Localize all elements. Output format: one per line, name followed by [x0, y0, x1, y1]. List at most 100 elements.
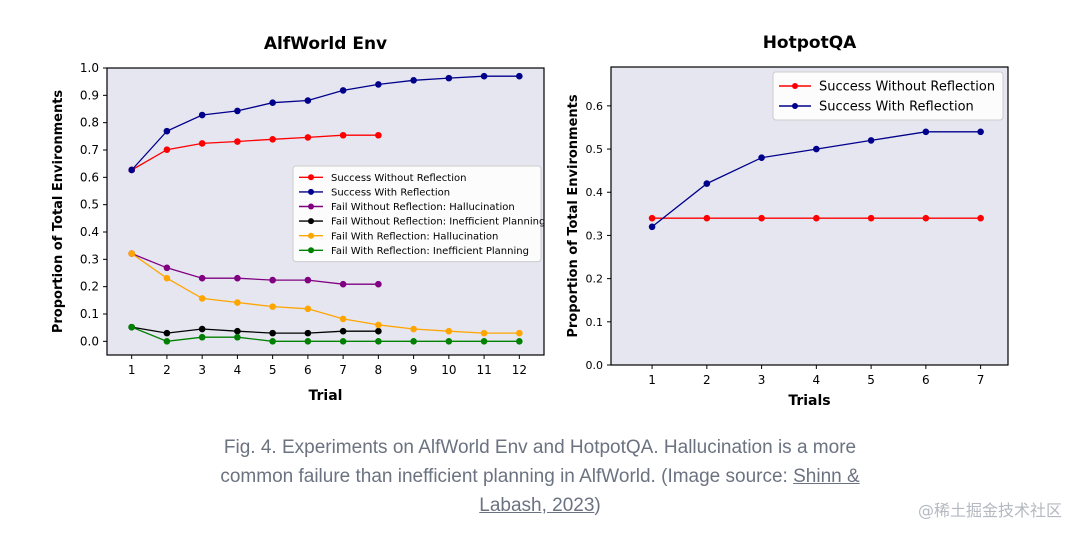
x-tick-label: 6	[922, 373, 930, 387]
data-point	[375, 280, 382, 288]
legend-marker	[308, 232, 314, 239]
data-point	[648, 214, 656, 222]
source-link-continued[interactable]: Labash, 2023	[479, 495, 595, 516]
legend-label: Fail With Reflection: Hallucination	[331, 231, 498, 242]
legend-label: Fail Without Reflection: Inefficient Pla…	[331, 217, 545, 228]
x-tick-label: 3	[198, 363, 206, 377]
y-tick-label: 0.9	[80, 88, 99, 102]
data-point	[269, 99, 276, 107]
data-point	[198, 325, 206, 333]
series-line	[131, 326, 379, 334]
data-point	[480, 338, 488, 345]
data-point	[269, 303, 276, 310]
y-tick-label: 0.0	[586, 359, 604, 372]
y-axis-label: Proportion of Total Environments	[566, 94, 581, 338]
x-tick-label: 11	[476, 363, 491, 377]
data-point	[867, 214, 875, 222]
figure-caption: Fig. 4. Experiments on AlfWorld Env and …	[140, 433, 940, 520]
data-point	[758, 214, 765, 222]
data-point	[445, 327, 453, 335]
data-point	[922, 128, 930, 136]
x-tick-label: 6	[304, 363, 312, 377]
caption-line-2: common failure than inefficient planning…	[220, 466, 794, 487]
x-tick-label: 7	[977, 373, 985, 387]
data-point	[198, 295, 206, 302]
y-tick-label: 0.5	[586, 143, 604, 156]
data-point	[234, 138, 241, 145]
y-axis-label: Proportion of Total Environments	[51, 90, 66, 334]
data-point	[339, 280, 347, 288]
data-point	[445, 74, 453, 82]
data-point	[703, 180, 711, 187]
series-line	[131, 252, 379, 285]
x-axis-label: Trials	[788, 393, 830, 409]
legend-label: Success With Reflection	[819, 100, 974, 115]
data-point	[269, 276, 276, 284]
data-point	[339, 338, 347, 345]
data-point	[128, 250, 135, 257]
y-tick-label: 0.6	[586, 100, 604, 113]
data-point	[516, 329, 523, 337]
data-point	[198, 111, 206, 119]
data-point	[648, 223, 656, 231]
y-tick-label: 0.7	[80, 143, 99, 157]
data-point	[198, 333, 206, 341]
data-point	[128, 166, 135, 174]
series-line	[131, 75, 520, 171]
data-point	[922, 214, 930, 222]
data-point	[304, 97, 312, 104]
data-point	[516, 338, 523, 345]
y-tick-label: 0.4	[586, 186, 604, 199]
legend-marker	[792, 83, 798, 89]
y-tick-label: 0.5	[80, 198, 99, 212]
source-link[interactable]: Shinn &	[793, 466, 860, 487]
y-tick-label: 0.2	[80, 280, 99, 294]
x-tick-label: 9	[410, 363, 418, 377]
chart-title: AlfWorld Env	[264, 34, 387, 54]
data-point	[445, 338, 453, 345]
caption-line-1: Fig. 4. Experiments on AlfWorld Env and …	[223, 437, 857, 458]
data-point	[480, 329, 488, 337]
hotpotqa-chart: HotpotQA 1 2 3 4 5 6 7 0.0 0.1 0.2 0.3 0.4 0.5 0.6 Tria…	[566, 33, 1009, 409]
x-tick-label: 5	[867, 373, 875, 387]
x-axis-label: Trial	[309, 388, 343, 404]
legend-box	[292, 165, 542, 263]
data-point	[339, 327, 347, 335]
legend-marker	[792, 103, 798, 109]
data-point	[234, 333, 241, 341]
data-point	[867, 137, 875, 144]
data-point	[410, 338, 417, 345]
x-tick-label: 12	[512, 363, 527, 377]
data-point	[163, 338, 171, 345]
series-line	[131, 326, 520, 342]
x-tick-label: 7	[339, 363, 347, 377]
y-tick-label: 0.3	[80, 252, 99, 266]
watermark-text: @稀土掘金技术社区	[917, 501, 1062, 520]
legend-label: Fail Without Reflection: Hallucination	[331, 202, 515, 213]
x-tick-label: 4	[234, 363, 242, 377]
data-point	[163, 127, 171, 135]
data-point	[339, 315, 347, 323]
x-tick-label: 1	[128, 363, 136, 377]
data-point	[813, 145, 820, 153]
data-point	[339, 87, 347, 94]
y-tick-label: 0.0	[80, 334, 99, 348]
legend-label: Success Without Reflection	[819, 80, 995, 95]
legend-box	[772, 71, 1004, 121]
data-point	[304, 134, 312, 141]
data-point	[375, 321, 382, 329]
data-point	[163, 274, 171, 282]
data-point	[375, 327, 382, 335]
data-point	[163, 264, 171, 272]
y-tick-label: 0.4	[80, 225, 99, 239]
data-point	[375, 131, 382, 139]
data-point	[304, 305, 312, 313]
data-point	[516, 72, 523, 80]
legend-marker	[308, 203, 314, 210]
legend-marker	[308, 247, 314, 254]
legend-marker	[308, 174, 314, 181]
series-line	[131, 253, 520, 334]
legend-marker	[308, 218, 314, 225]
